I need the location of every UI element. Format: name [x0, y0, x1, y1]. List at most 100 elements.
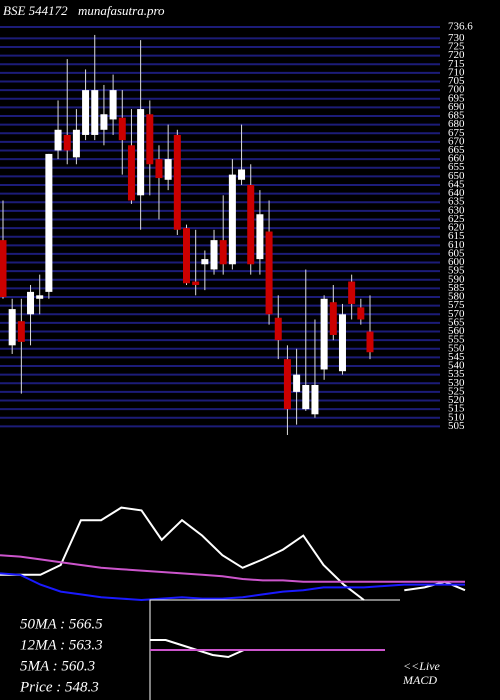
candle-body — [329, 302, 337, 335]
candle-body — [63, 134, 71, 151]
y-tick-label: 530 — [448, 377, 465, 389]
y-tick-label: 610 — [448, 239, 465, 251]
y-tick-label: 695 — [448, 92, 465, 104]
y-tick-label: 655 — [448, 161, 465, 173]
candle-body — [247, 184, 255, 265]
y-tick-label: 720 — [448, 49, 465, 61]
indicator-line — [0, 554, 465, 583]
candle-body — [72, 129, 80, 158]
ma-label: 50MA : 566.5 — [20, 616, 103, 632]
y-tick-label: 680 — [448, 118, 465, 130]
candle-body — [274, 317, 282, 341]
y-tick-label: 560 — [448, 325, 465, 337]
candle-body — [302, 384, 310, 410]
y-tick-label: 725 — [448, 41, 465, 53]
y-tick-label: 625 — [448, 213, 465, 225]
candle-body — [283, 359, 291, 410]
y-tick-label: 675 — [448, 127, 465, 139]
chart-title: BSE 544172 — [3, 3, 68, 18]
y-tick-label: 736.6 — [448, 21, 473, 33]
candle-body — [54, 129, 62, 151]
candle-body — [45, 153, 53, 292]
macd-label: <<Live — [403, 659, 441, 673]
ma-label: 12MA : 563.3 — [20, 637, 103, 653]
y-tick-label: 565 — [448, 316, 465, 328]
candle-body — [0, 240, 7, 298]
candle-body — [201, 259, 209, 265]
y-tick-label: 555 — [448, 334, 465, 346]
y-tick-label: 705 — [448, 75, 465, 87]
candle-body — [118, 117, 126, 141]
y-tick-label: 605 — [448, 247, 465, 259]
ma-label: 5MA : 560.3 — [20, 658, 95, 674]
y-tick-label: 520 — [448, 394, 465, 406]
y-tick-label: 710 — [448, 66, 465, 78]
y-tick-label: 570 — [448, 308, 465, 320]
candle-body — [320, 298, 328, 370]
candle-body — [183, 228, 190, 284]
y-tick-label: 590 — [448, 273, 465, 285]
y-tick-label: 665 — [448, 144, 465, 156]
candle-body — [109, 90, 117, 120]
y-tick-label: 585 — [448, 282, 465, 294]
candle-body — [348, 281, 356, 304]
candle-body — [8, 309, 16, 346]
y-tick-label: 515 — [448, 403, 465, 415]
y-tick-label: 715 — [448, 58, 465, 70]
candle-body — [100, 114, 108, 130]
y-tick-label: 645 — [448, 178, 465, 190]
y-tick-label: 595 — [448, 265, 465, 277]
y-tick-label: 540 — [448, 360, 465, 372]
y-tick-label: 535 — [448, 368, 465, 380]
candle-body — [91, 90, 99, 135]
candle-body — [311, 384, 319, 415]
ma-label: Price : 548.3 — [19, 679, 99, 695]
y-tick-label: 630 — [448, 204, 465, 216]
candle-body — [146, 114, 154, 165]
y-tick-label: 660 — [448, 153, 465, 165]
macd-label: MACD — [402, 673, 437, 687]
y-tick-label: 730 — [448, 32, 465, 44]
macd-frame — [149, 599, 400, 700]
candle-body — [164, 159, 172, 180]
y-tick-label: 650 — [448, 170, 465, 182]
y-tick-label: 580 — [448, 291, 465, 303]
candle-body — [228, 174, 236, 265]
y-tick-label: 525 — [448, 385, 465, 397]
candle-body — [137, 109, 145, 196]
candle-body — [82, 90, 90, 135]
candle-body — [210, 240, 218, 270]
candle-body — [155, 159, 163, 179]
candle-body — [173, 134, 181, 230]
y-tick-label: 685 — [448, 110, 465, 122]
y-tick-label: 640 — [448, 187, 465, 199]
candle-body — [357, 307, 365, 320]
y-tick-label: 505 — [448, 420, 465, 432]
y-tick-label: 600 — [448, 256, 465, 268]
y-tick-label: 510 — [448, 411, 465, 423]
candle-body — [127, 145, 135, 201]
candle-body — [293, 374, 301, 392]
candle-body — [366, 331, 374, 353]
chart-subtitle: munafasutra.pro — [78, 3, 165, 18]
candle-body — [36, 295, 44, 299]
y-tick-label: 620 — [448, 222, 465, 234]
y-tick-label: 550 — [448, 342, 465, 354]
candle-body — [27, 291, 35, 315]
y-tick-label: 635 — [448, 196, 465, 208]
y-tick-label: 615 — [448, 230, 465, 242]
y-tick-label: 575 — [448, 299, 465, 311]
candle-body — [192, 281, 200, 285]
y-tick-label: 670 — [448, 135, 465, 147]
candle-body — [238, 169, 246, 180]
candle-body — [219, 240, 227, 265]
candle-body — [17, 321, 25, 342]
candle-body — [338, 314, 346, 372]
indicator-line — [0, 572, 465, 602]
y-tick-label: 545 — [448, 351, 465, 363]
y-tick-label: 690 — [448, 101, 465, 113]
candle-body — [256, 214, 264, 260]
